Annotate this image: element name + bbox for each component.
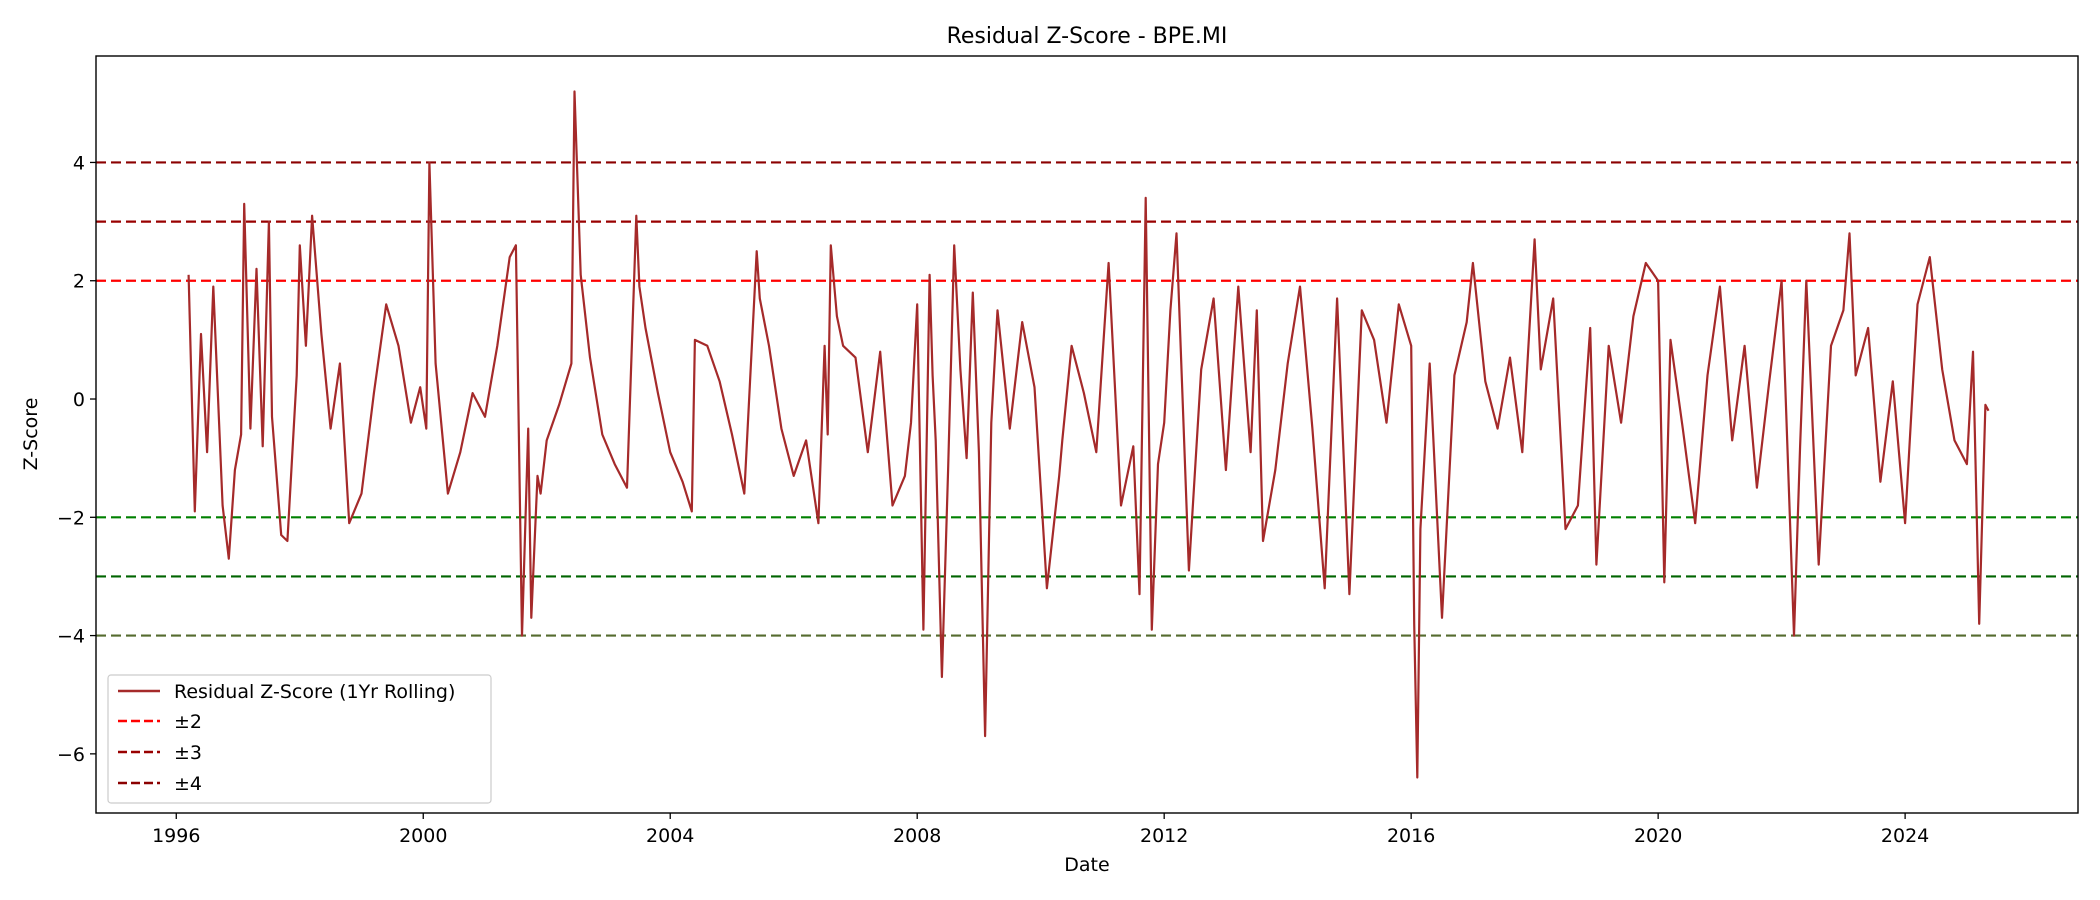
legend: Residual Z-Score (1Yr Rolling) ±2 ±3 ±4 <box>107 674 492 804</box>
legend-box <box>107 674 492 804</box>
chart-title: Residual Z-Score - BPE.MI <box>947 24 1228 49</box>
x-axis-label: Date <box>1064 854 1109 876</box>
reference-lines <box>96 161 2078 637</box>
x-tick-label: 1996 <box>152 825 200 847</box>
y-axis-ticks: 4 2 0 −2 −4 −6 <box>57 152 96 766</box>
series-layer <box>187 90 1990 779</box>
y-tick-label: 2 <box>73 271 85 293</box>
x-tick-label: 2008 <box>893 825 941 847</box>
y-tick-label: −2 <box>57 507 85 529</box>
legend-label-pm3: ±3 <box>174 742 202 764</box>
x-tick-label: 2024 <box>1881 825 1929 847</box>
y-tick-label: 0 <box>73 389 85 411</box>
y-tick-label: −6 <box>57 744 85 766</box>
x-tick-label: 2000 <box>399 825 447 847</box>
series-line-residual <box>187 90 1990 779</box>
legend-label-pm4: ±4 <box>174 773 202 795</box>
x-axis-ticks: 1996 2000 2004 2008 2012 2016 2020 2024 <box>152 813 1929 847</box>
y-tick-label: 4 <box>73 152 85 174</box>
legend-label-residual: Residual Z-Score (1Yr Rolling) <box>174 681 455 703</box>
plot-frame <box>95 55 2079 814</box>
legend-label-pm2: ±2 <box>174 711 202 733</box>
x-tick-label: 2004 <box>646 825 694 847</box>
x-tick-label: 2016 <box>1387 825 1435 847</box>
y-axis-label: Z-Score <box>20 398 42 471</box>
x-tick-label: 2012 <box>1140 825 1188 847</box>
x-tick-label: 2020 <box>1634 825 1682 847</box>
y-tick-label: −4 <box>57 626 85 648</box>
